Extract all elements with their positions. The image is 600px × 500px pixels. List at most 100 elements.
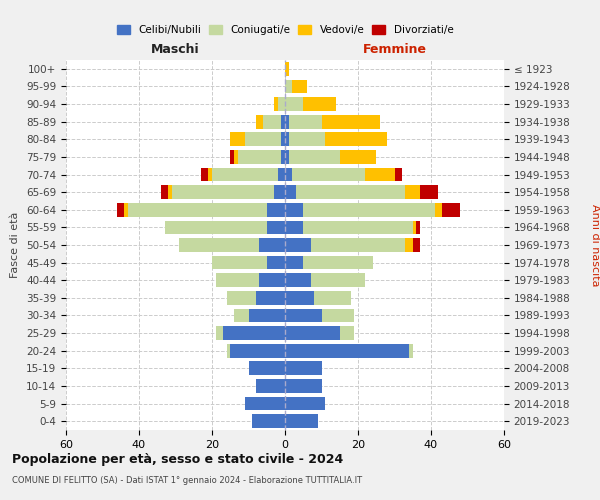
Bar bbox=[409, 344, 413, 358]
Bar bbox=[215, 274, 259, 287]
Bar bbox=[201, 168, 208, 181]
Bar bbox=[413, 220, 416, 234]
Bar bbox=[296, 186, 406, 199]
Bar bbox=[395, 168, 402, 181]
Bar bbox=[406, 238, 413, 252]
Bar bbox=[285, 168, 292, 181]
Bar bbox=[227, 344, 230, 358]
Bar bbox=[285, 132, 289, 146]
Bar bbox=[238, 150, 281, 164]
Bar bbox=[117, 203, 124, 216]
Bar bbox=[285, 62, 289, 76]
Text: Popolazione per età, sesso e stato civile - 2024: Popolazione per età, sesso e stato civil… bbox=[12, 452, 343, 466]
Bar bbox=[289, 132, 325, 146]
Bar bbox=[208, 168, 212, 181]
Bar bbox=[164, 220, 267, 234]
Bar bbox=[285, 291, 314, 304]
Bar bbox=[289, 115, 322, 128]
Bar bbox=[285, 115, 289, 128]
Bar bbox=[256, 115, 263, 128]
Bar bbox=[406, 186, 420, 199]
Bar bbox=[285, 203, 303, 216]
Bar bbox=[285, 414, 318, 428]
Bar bbox=[325, 132, 387, 146]
Bar bbox=[413, 238, 420, 252]
Bar bbox=[267, 203, 285, 216]
Bar bbox=[274, 186, 285, 199]
Bar bbox=[285, 220, 303, 234]
Bar bbox=[252, 414, 285, 428]
Bar bbox=[416, 220, 420, 234]
Bar bbox=[365, 168, 395, 181]
Bar bbox=[179, 238, 259, 252]
Bar bbox=[256, 291, 285, 304]
Bar bbox=[278, 168, 285, 181]
Bar bbox=[230, 132, 245, 146]
Bar bbox=[168, 186, 172, 199]
Text: Maschi: Maschi bbox=[151, 44, 200, 57]
Bar bbox=[303, 203, 434, 216]
Bar bbox=[256, 379, 285, 393]
Bar bbox=[281, 115, 285, 128]
Bar bbox=[285, 80, 292, 94]
Bar bbox=[230, 344, 285, 358]
Bar bbox=[234, 308, 248, 322]
Bar bbox=[128, 203, 267, 216]
Y-axis label: Fasce di età: Fasce di età bbox=[10, 212, 20, 278]
Bar bbox=[322, 308, 355, 322]
Bar bbox=[314, 291, 350, 304]
Bar bbox=[289, 150, 340, 164]
Bar bbox=[223, 326, 285, 340]
Bar bbox=[311, 274, 365, 287]
Bar bbox=[215, 326, 223, 340]
Bar bbox=[285, 186, 296, 199]
Bar bbox=[292, 80, 307, 94]
Bar bbox=[267, 220, 285, 234]
Bar bbox=[285, 256, 303, 270]
Bar bbox=[285, 150, 289, 164]
Bar bbox=[340, 150, 376, 164]
Bar bbox=[212, 168, 278, 181]
Bar bbox=[234, 150, 238, 164]
Text: COMUNE DI FELITTO (SA) - Dati ISTAT 1° gennaio 2024 - Elaborazione TUTTITALIA.IT: COMUNE DI FELITTO (SA) - Dati ISTAT 1° g… bbox=[12, 476, 362, 485]
Bar bbox=[267, 256, 285, 270]
Bar bbox=[285, 238, 311, 252]
Bar bbox=[285, 326, 340, 340]
Bar bbox=[434, 203, 442, 216]
Bar bbox=[303, 256, 373, 270]
Bar bbox=[340, 326, 355, 340]
Bar bbox=[227, 291, 256, 304]
Text: Femmine: Femmine bbox=[362, 44, 427, 57]
Bar bbox=[285, 362, 322, 375]
Legend: Celibi/Nubili, Coniugati/e, Vedovi/e, Divorziati/e: Celibi/Nubili, Coniugati/e, Vedovi/e, Di… bbox=[112, 21, 458, 39]
Bar bbox=[303, 220, 413, 234]
Bar bbox=[285, 379, 322, 393]
Bar bbox=[274, 97, 278, 111]
Bar bbox=[281, 132, 285, 146]
Bar bbox=[285, 344, 409, 358]
Y-axis label: Anni di nascita: Anni di nascita bbox=[590, 204, 600, 286]
Bar bbox=[172, 186, 274, 199]
Bar bbox=[281, 150, 285, 164]
Bar bbox=[442, 203, 460, 216]
Bar bbox=[161, 186, 168, 199]
Bar bbox=[311, 238, 406, 252]
Bar bbox=[248, 308, 285, 322]
Bar bbox=[212, 256, 267, 270]
Bar bbox=[322, 115, 380, 128]
Bar bbox=[285, 396, 325, 410]
Bar bbox=[248, 362, 285, 375]
Bar bbox=[420, 186, 438, 199]
Bar bbox=[285, 308, 322, 322]
Bar bbox=[278, 97, 285, 111]
Bar bbox=[285, 97, 303, 111]
Bar bbox=[245, 396, 285, 410]
Bar bbox=[303, 97, 336, 111]
Bar bbox=[245, 132, 281, 146]
Bar bbox=[259, 274, 285, 287]
Bar bbox=[292, 168, 365, 181]
Bar bbox=[124, 203, 128, 216]
Bar bbox=[259, 238, 285, 252]
Bar bbox=[285, 274, 311, 287]
Bar bbox=[230, 150, 234, 164]
